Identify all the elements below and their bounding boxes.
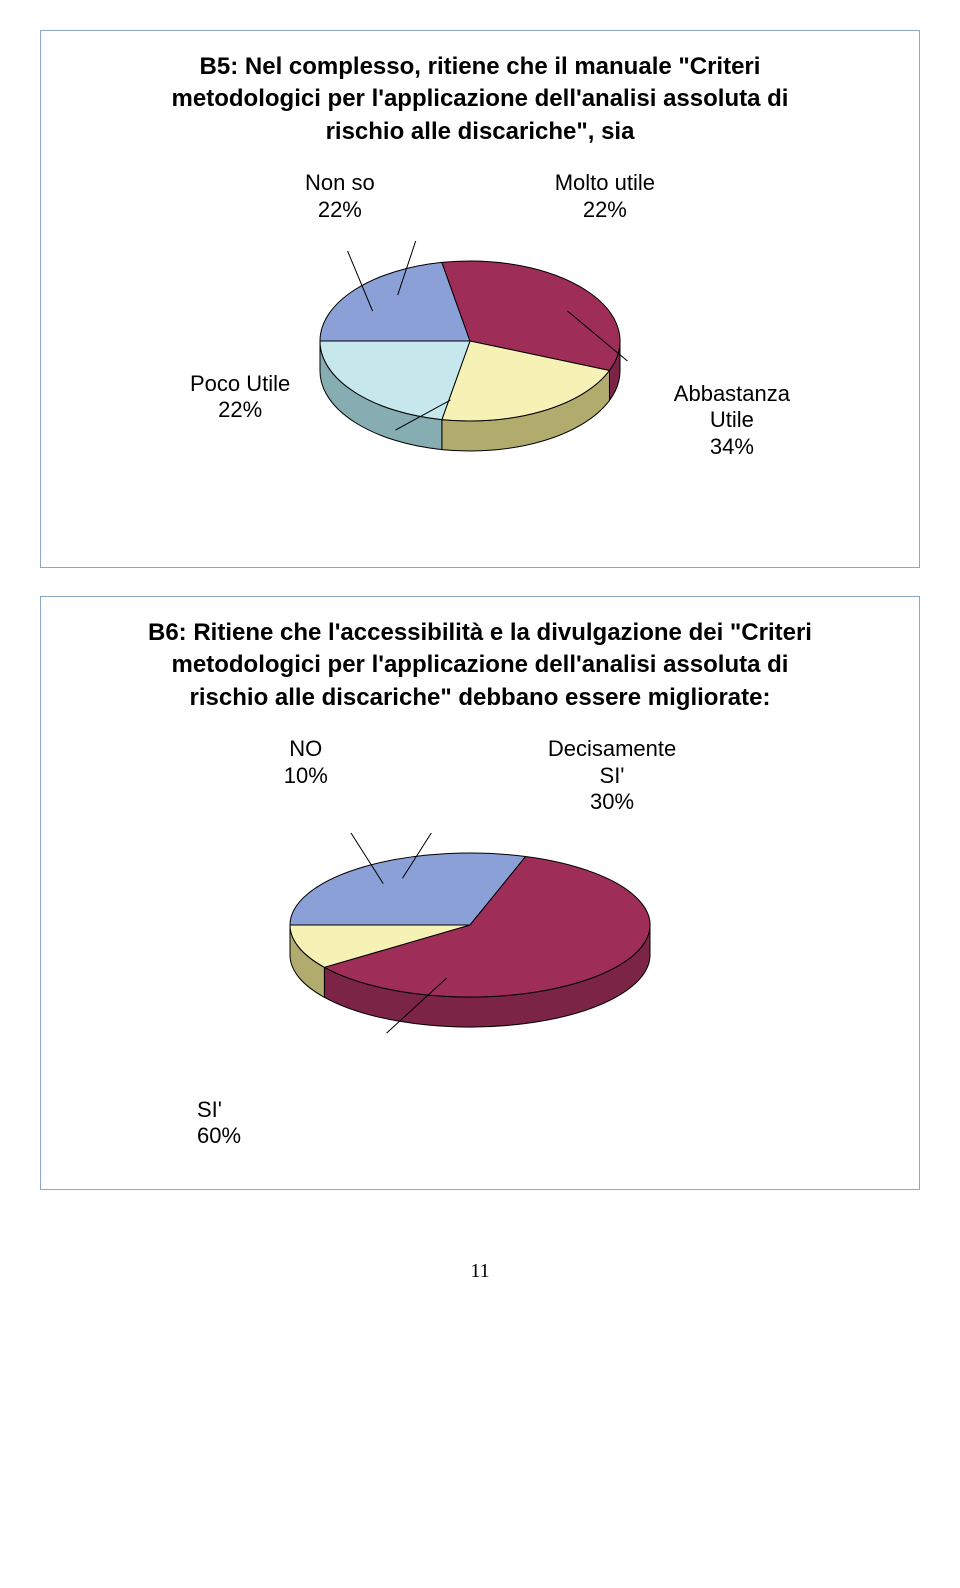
label-pct: 22%	[318, 197, 362, 222]
label-abbastanza-utile: Abbastanza Utile 34%	[674, 381, 790, 460]
label-text: Poco Utile	[190, 371, 290, 396]
title-line: rischio alle discariche", sia	[326, 118, 635, 145]
page-number-value: 11	[470, 1260, 489, 1282]
label-pct: 22%	[218, 397, 262, 422]
top-labels-b5: Non so 22% Molto utile 22%	[67, 170, 893, 223]
title-line: rischio alle discariche" debbano essere …	[190, 684, 771, 711]
label-pct: 30%	[590, 789, 634, 814]
label-non-so: Non so 22%	[305, 170, 375, 223]
label-pct: 60%	[197, 1123, 241, 1148]
title-line: metodologici per l'applicazione dell'ana…	[172, 651, 789, 678]
pie-svg	[270, 833, 670, 1067]
label-text: Abbastanza	[674, 381, 790, 406]
label-text: Molto utile	[555, 170, 655, 195]
title-line: B6: Ritiene che l'accessibilità e la div…	[148, 619, 812, 646]
title-line: B5: Nel complesso, ritiene che il manual…	[200, 53, 761, 80]
label-pct: 22%	[583, 197, 627, 222]
label-pct: 10%	[284, 763, 328, 788]
pie-chart-b6	[270, 823, 690, 1067]
top-labels-b6: NO 10% Decisamente SI' 30%	[67, 736, 893, 815]
label-si: SI' 60%	[197, 1097, 893, 1149]
page-number: 11	[40, 1260, 920, 1283]
label-text: Decisamente	[548, 736, 676, 761]
pie-svg	[300, 241, 640, 491]
label-text: Utile	[710, 407, 754, 432]
title-line: metodologici per l'applicazione dell'ana…	[172, 85, 789, 112]
label-molto-utile: Molto utile 22%	[555, 170, 655, 223]
label-text: SI'	[197, 1097, 222, 1122]
pie-chart-b5	[300, 231, 660, 491]
label-pct: 34%	[710, 434, 754, 459]
chart-title-b6: B6: Ritiene che l'accessibilità e la div…	[67, 617, 893, 714]
page: B5: Nel complesso, ritiene che il manual…	[0, 0, 960, 1323]
chart-stage-b6	[180, 823, 780, 1083]
label-text: NO	[289, 736, 322, 761]
label-no: NO 10%	[284, 736, 328, 815]
chart-stage-b5: Poco Utile 22% Abbastanza Utile 34%	[200, 231, 760, 541]
label-text: SI'	[600, 763, 625, 788]
chart-panel-b5: B5: Nel complesso, ritiene che il manual…	[40, 30, 920, 568]
label-decisamente-si: Decisamente SI' 30%	[548, 736, 676, 815]
label-text: Non so	[305, 170, 375, 195]
label-poco-utile: Poco Utile 22%	[190, 371, 290, 424]
chart-panel-b6: B6: Ritiene che l'accessibilità e la div…	[40, 596, 920, 1190]
chart-title-b5: B5: Nel complesso, ritiene che il manual…	[67, 51, 893, 148]
